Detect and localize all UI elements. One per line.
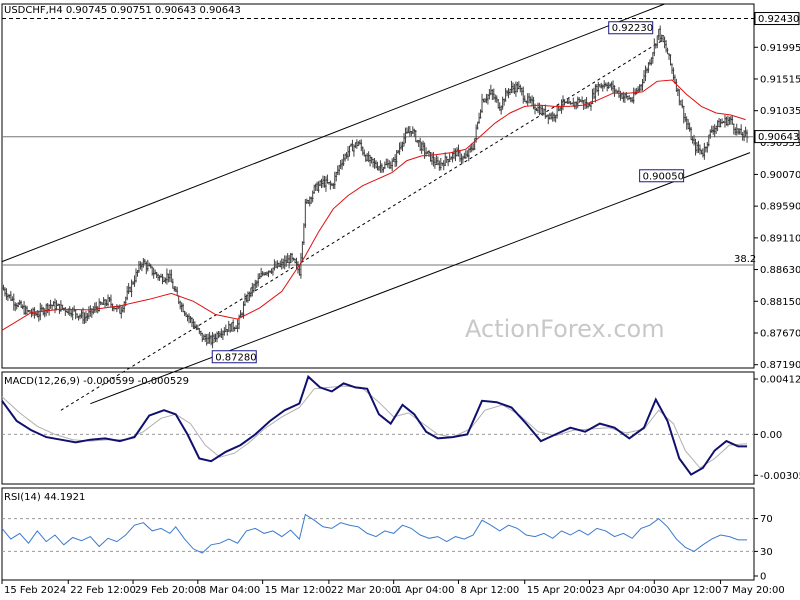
- price-callout-label: 0.87280: [215, 352, 256, 363]
- price-callout-label: 0.92230: [612, 23, 653, 34]
- time-tick-label: 15 Mar 12:00: [265, 585, 332, 596]
- time-tick-label: 8 Mar 04:00: [200, 585, 260, 596]
- panel-frames: [1, 3, 755, 581]
- rsi-panel: 70 30 0 RSI(14) 44.1921: [1, 492, 773, 583]
- price-callout-box: [608, 21, 654, 35]
- fib-level-label: 38.2: [734, 254, 756, 265]
- panel-frame-main: [1, 3, 755, 369]
- time-tick-label: 1 Apr 04:00: [396, 585, 455, 596]
- price-tick-label: 0.88150: [760, 297, 800, 308]
- panel-frame-rsi: [1, 487, 755, 581]
- macd-panel: 0.004127 0.00 -0.003051 MACD(12,26,9) -0.0…: [1, 374, 800, 482]
- price-callout-label: 0.90050: [643, 171, 684, 182]
- price-highlight-label: 0.92430: [758, 14, 799, 25]
- price-tick-label: 0.90070: [760, 170, 800, 181]
- time-axis: 15 Feb 2024 22 Feb 12:00 29 Feb 20:00 8 Mar…: [1, 580, 785, 596]
- price-tick-label: 0.87670: [760, 328, 800, 339]
- macd-header: MACD(12,26,9) -0.000599 -0.000529: [4, 376, 189, 387]
- moving-average-line: [1, 79, 746, 331]
- rsi-levels: [2, 518, 754, 552]
- time-tick-label: 15 Feb 2024: [4, 585, 66, 596]
- rsi-axis: 70 30 0: [754, 514, 773, 583]
- time-tick-label: 22 Feb 12:00: [70, 585, 136, 596]
- price-annotations: 0.92230 0.90050 0.87280: [211, 21, 685, 364]
- rsi-tick-label: 0: [760, 572, 766, 583]
- price-tick-label: 0.91035: [760, 106, 800, 117]
- rsi-header: RSI(14) 44.1921: [4, 492, 85, 503]
- watermark: ActionForex.com: [465, 315, 665, 343]
- time-tick-label: 8 Apr 12:00: [460, 585, 519, 596]
- rsi-tick-label: 70: [760, 514, 773, 525]
- time-tick-label: 22 Mar 20:00: [331, 585, 398, 596]
- time-tick-label: 29 Feb 20:00: [135, 585, 201, 596]
- price-tick-label: 0.88630: [760, 265, 800, 276]
- price-tick-label: 0.89110: [760, 233, 800, 244]
- price-tick-label: 0.91995: [760, 43, 800, 54]
- macd-signal-line: [1, 385, 748, 469]
- channel-line: [90, 152, 751, 405]
- time-tick-label: 23 Apr 04:00: [592, 585, 657, 596]
- price-callout-box: [639, 169, 685, 183]
- rsi-line: [1, 513, 748, 554]
- channel-line: [1, 3, 665, 263]
- price-tick-label: 0.91515: [760, 74, 800, 85]
- price-levels: 38.2: [2, 18, 756, 266]
- macd-tick-label: 0.00: [760, 430, 782, 441]
- time-tick-label: 7 May 20:00: [723, 585, 785, 596]
- time-tick-label: 15 Apr 20:00: [527, 585, 592, 596]
- macd-tick-label: -0.003051: [760, 471, 800, 482]
- price-panel: ActionForex.com 38.2 0.92230 0.90050 0.872…: [1, 3, 800, 411]
- rsi-tick-label: 30: [760, 547, 773, 558]
- price-callout-box: [211, 350, 257, 364]
- main-header: USDCHF,H4 0.90745 0.90751 0.90643 0.9064…: [4, 5, 241, 16]
- price-candles: [2, 25, 749, 349]
- price-axis: 0.91995 0.91515 0.91035 0.90555 0.90070 0.895…: [754, 12, 800, 371]
- channel-midline: [60, 38, 665, 411]
- price-highlight-box: [754, 12, 800, 26]
- price-tick-label: 0.89590: [760, 202, 800, 213]
- time-tick-label: 30 Apr 12:00: [656, 585, 721, 596]
- price-tick-label: 0.87190: [760, 360, 800, 371]
- price-highlight-box: [754, 130, 800, 144]
- channel-lines: [1, 3, 751, 411]
- price-tick-label: 0.90555: [760, 138, 800, 149]
- macd-line: [1, 374, 748, 476]
- price-highlight-label: 0.90643: [758, 132, 799, 143]
- panel-frame-macd: [1, 371, 755, 485]
- macd-tick-label: 0.004127: [760, 375, 800, 386]
- macd-axis: 0.004127 0.00 -0.003051: [754, 375, 800, 482]
